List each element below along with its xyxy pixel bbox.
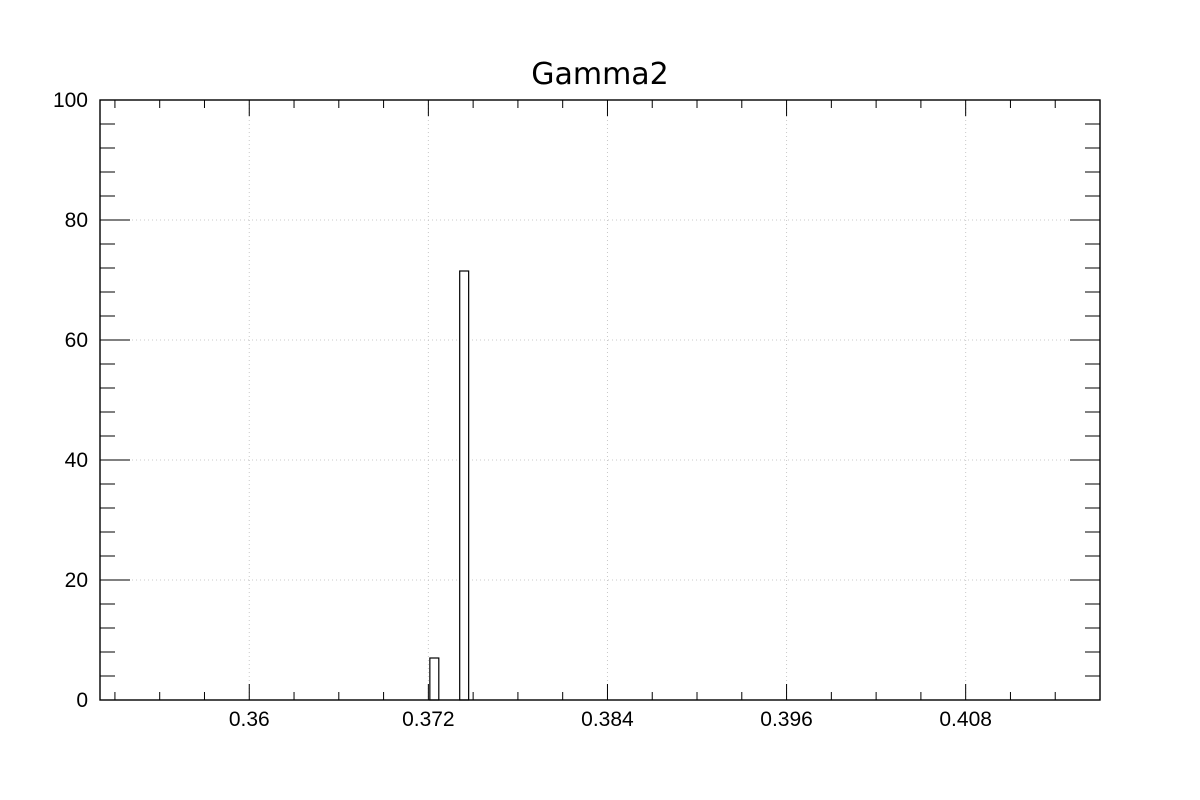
y-tick-label: 0 xyxy=(76,689,88,712)
y-tick-label: 60 xyxy=(65,329,88,352)
y-tick-label: 80 xyxy=(65,209,88,232)
y-tick-label: 100 xyxy=(53,89,88,112)
histogram-bars xyxy=(429,270,470,701)
plot-frame xyxy=(99,99,1101,701)
chart-title: Gamma2 xyxy=(531,57,669,92)
y-tick-label: 20 xyxy=(65,569,88,592)
x-tick-label: 0.384 xyxy=(581,708,634,731)
axis-ticks xyxy=(100,99,1101,701)
y-tick-label: 40 xyxy=(65,449,88,472)
x-axis-tick-labels: 0.36 0.372 0.384 0.396 0.408 xyxy=(229,708,992,731)
x-tick-label: 0.396 xyxy=(760,708,813,731)
x-tick-label: 0.36 xyxy=(229,708,270,731)
histogram-bar xyxy=(459,270,470,701)
x-tick-label: 0.372 xyxy=(402,708,455,731)
grid-lines xyxy=(100,100,1100,700)
x-tick-label: 0.408 xyxy=(939,708,992,731)
y-axis-tick-labels: 0 20 40 60 80 100 xyxy=(53,89,88,712)
histogram-bar xyxy=(429,657,440,701)
